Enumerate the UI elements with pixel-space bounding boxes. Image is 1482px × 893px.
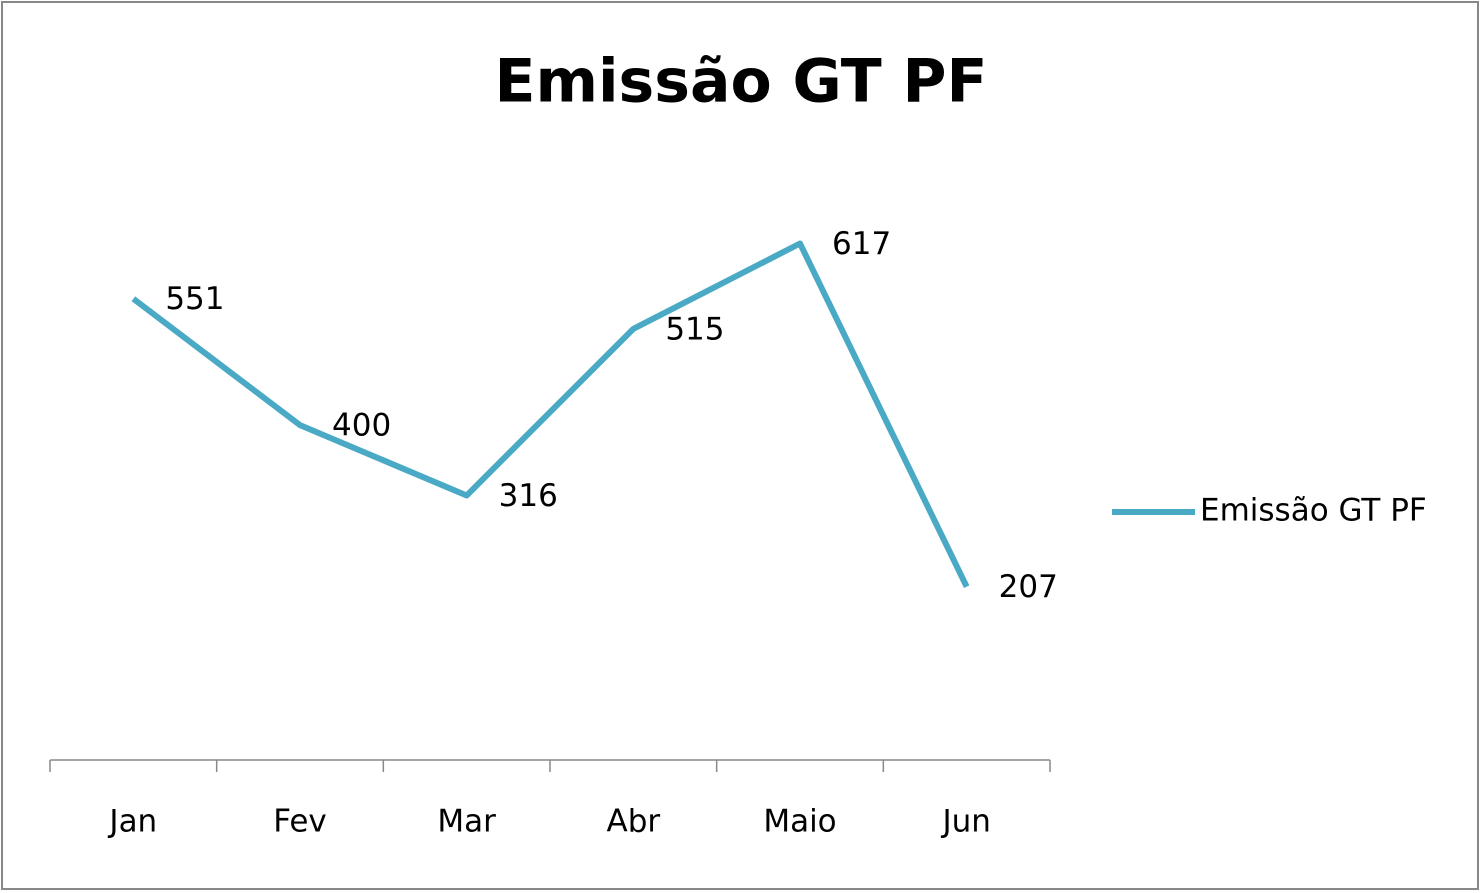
data-label: 551 bbox=[165, 281, 224, 317]
data-label: 207 bbox=[999, 569, 1058, 605]
legend-label: Emissão GT PF bbox=[1200, 493, 1427, 529]
data-label: 515 bbox=[665, 311, 724, 347]
x-tick-label: Fev bbox=[273, 804, 327, 840]
line-series bbox=[131, 240, 970, 589]
x-tick-label: Jan bbox=[107, 804, 157, 840]
x-tick-label: Jun bbox=[940, 804, 990, 840]
x-tick-label: Abr bbox=[607, 804, 661, 840]
data-label: 316 bbox=[499, 478, 558, 514]
x-tick-label: Maio bbox=[763, 804, 836, 840]
data-label: 400 bbox=[332, 408, 391, 444]
data-label: 617 bbox=[832, 226, 891, 262]
chart-title: Emissão GT PF bbox=[494, 47, 987, 117]
x-tick-label: Mar bbox=[437, 804, 496, 840]
